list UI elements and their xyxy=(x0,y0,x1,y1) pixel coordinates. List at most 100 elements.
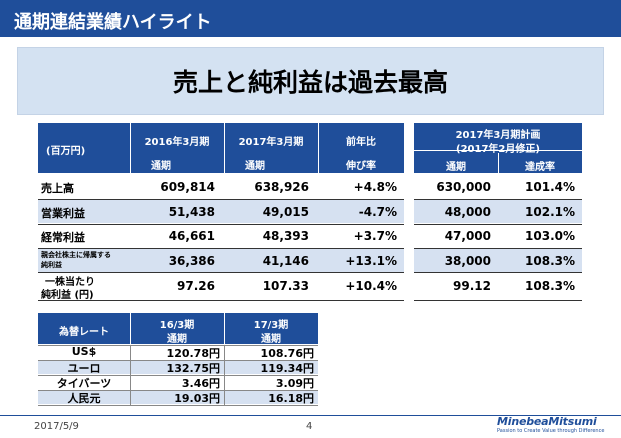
currency-label: ユーロ xyxy=(67,362,101,375)
currency-label: US$ xyxy=(71,345,97,358)
row-divider xyxy=(38,248,404,249)
plan-subheader: 通期 xyxy=(446,162,466,173)
row-shade xyxy=(38,390,318,404)
fx-fy2016-label: 16/3期 xyxy=(159,320,195,331)
row-divider xyxy=(38,375,318,376)
fy2016-header: 2016年3月期 通期 xyxy=(130,123,224,173)
page-title: 通期連結業績ハイライト xyxy=(14,12,212,33)
fy2016-subheader: 通期 xyxy=(151,161,171,172)
currency-label: タイバーツ xyxy=(56,377,112,390)
fx-fy2016-value: 3.46円 xyxy=(181,377,220,390)
fx-fy2017-value: 119.34円 xyxy=(260,362,314,375)
row-divider xyxy=(414,300,582,301)
plan-value: 48,000 xyxy=(444,205,491,219)
fy2017-subheader: 通期 xyxy=(245,161,265,172)
row-divider xyxy=(414,248,582,249)
column-divider xyxy=(224,345,225,405)
yoy-value: +13.1% xyxy=(345,254,397,268)
column-divider xyxy=(130,345,131,405)
yoy-header: 前年比 伸び率 xyxy=(318,123,404,173)
plan-revision-label: (2017年2月修正) xyxy=(414,140,582,155)
achievement-value: 108.3% xyxy=(525,279,575,293)
yoy-header-label: 前年比 xyxy=(346,137,376,148)
fx-fy2016-value: 132.75円 xyxy=(166,362,220,375)
fx-fy2016-value: 19.03円 xyxy=(174,392,220,405)
fx-fy2017-sublabel: 通期 xyxy=(261,334,281,345)
row-divider xyxy=(414,272,582,273)
row-label: 経常利益 xyxy=(41,231,85,244)
logo-tagline: Passion to Create Value through Differen… xyxy=(497,428,605,434)
header-divider xyxy=(498,153,499,173)
fx-fy2017-value: 108.76円 xyxy=(260,347,314,360)
header-divider xyxy=(224,313,225,344)
fy2017-value: 107.33 xyxy=(262,279,309,293)
currency-label: 人民元 xyxy=(67,392,101,405)
row-divider xyxy=(38,199,404,200)
page-number: 4 xyxy=(306,421,313,432)
plan-header-label: 2017年3月期計画 xyxy=(455,130,541,141)
achievement-value: 101.4% xyxy=(525,180,575,194)
row-shade xyxy=(38,360,318,374)
header-divider xyxy=(318,123,319,173)
yoy-value: +10.4% xyxy=(345,279,397,293)
plan-value: 38,000 xyxy=(444,254,491,268)
plan-value: 630,000 xyxy=(436,180,491,194)
title-bar: 通期連結業績ハイライト xyxy=(0,0,621,37)
fx-fy2016-sublabel: 通期 xyxy=(167,334,187,345)
fx-fy2017-label: 17/3期 xyxy=(253,320,289,331)
fy2017-value: 638,926 xyxy=(254,180,309,194)
plan-value: 47,000 xyxy=(444,229,491,243)
headline-text: 売上と純利益は過去最高 xyxy=(172,68,448,97)
fy2016-value: 51,438 xyxy=(168,205,215,219)
fy2016-value: 97.26 xyxy=(177,279,215,293)
row-shade xyxy=(414,249,582,272)
row-divider xyxy=(38,360,318,361)
row-divider xyxy=(38,224,404,225)
growth-subheader: 伸び率 xyxy=(346,161,376,172)
footer-date: 2017/5/9 xyxy=(34,421,79,432)
header-divider xyxy=(130,313,131,344)
row-label: 営業利益 xyxy=(41,207,85,220)
headline-banner: 売上と純利益は過去最高 xyxy=(17,47,604,115)
fy2016-value: 36,386 xyxy=(168,254,215,268)
row-divider xyxy=(38,390,318,391)
fx-fy2016-value: 120.78円 xyxy=(166,347,220,360)
header-divider xyxy=(224,123,225,173)
logo-wordmark: MinebeaMitsumi xyxy=(497,415,597,428)
fx-fy2016-header: 16/3期 通期 xyxy=(130,313,224,345)
footer-divider xyxy=(0,415,621,416)
row-shade xyxy=(414,200,582,223)
fy2017-value: 49,015 xyxy=(262,205,309,219)
row-label: 一株当たり xyxy=(45,277,95,288)
achievement-value: 103.0% xyxy=(525,229,575,243)
fx-fy2017-header: 17/3期 通期 xyxy=(224,313,318,345)
row-label: 親会社株主に帰属する xyxy=(41,251,111,259)
row-label: 売上高 xyxy=(41,182,74,195)
yoy-value: +4.8% xyxy=(353,180,397,194)
plan-value: 99.12 xyxy=(453,279,491,293)
unit-header: (百万円) xyxy=(38,123,130,173)
row-shade xyxy=(38,249,404,272)
fx-fy2017-value: 16.18円 xyxy=(268,392,314,405)
fy2017-header: 2017年3月期 通期 xyxy=(224,123,318,173)
row-divider xyxy=(414,199,582,200)
row-label-line2: 純利益 xyxy=(41,261,62,269)
fx-header-label: 為替レート xyxy=(59,327,109,338)
fy2016-value: 46,661 xyxy=(168,229,215,243)
company-logo: MinebeaMitsumi Passion to Create Value t… xyxy=(497,415,604,434)
achievement-value: 102.1% xyxy=(525,205,575,219)
header-divider xyxy=(414,150,582,151)
achievement-subheader: 達成率 xyxy=(525,162,555,173)
row-shade xyxy=(38,200,404,223)
row-divider xyxy=(38,300,404,301)
yoy-value: -4.7% xyxy=(358,205,397,219)
row-divider xyxy=(38,345,318,346)
fy2017-header-label: 2017年3月期 xyxy=(238,137,304,148)
row-divider xyxy=(414,224,582,225)
fy2016-value: 609,814 xyxy=(160,180,215,194)
yoy-value: +3.7% xyxy=(353,229,397,243)
fy2017-value: 41,146 xyxy=(262,254,309,268)
unit-label: (百万円) xyxy=(46,146,86,157)
fx-fy2017-value: 3.09円 xyxy=(275,377,314,390)
row-label-line2: 純利益 (円) xyxy=(41,290,94,301)
